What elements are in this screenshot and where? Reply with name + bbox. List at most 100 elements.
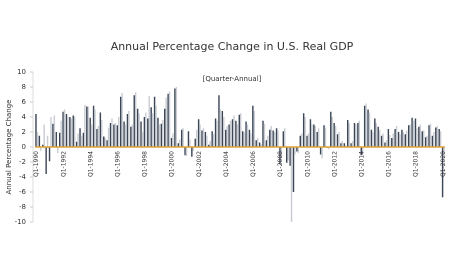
bar [124,124,127,147]
bar [89,117,91,147]
bar [275,128,278,147]
bar [353,123,356,147]
bar [55,132,58,147]
bar [147,118,149,147]
bar [126,114,129,147]
bar [201,130,203,147]
bar [140,121,142,147]
x-tick-label: Q1-2000 [169,151,176,177]
x-tick-label: Q1-1998 [142,151,149,177]
bar [279,147,281,165]
bar [330,111,332,147]
bar [60,120,62,147]
bar [57,147,59,153]
bar [336,134,339,147]
x-tick-label: Q1-2014 [358,151,365,177]
x-tick-label: Q1-2002 [196,151,203,177]
bar [296,147,298,152]
bar [180,129,183,147]
y-tick-label: 2 [22,128,26,136]
bar [323,125,325,147]
bar [177,143,180,147]
x-tick-label: Q1-2008 [277,151,284,177]
bar [348,123,350,147]
bar [155,105,157,147]
bar [212,134,215,147]
bar [409,124,411,147]
bar [45,147,47,174]
bar [341,141,344,147]
bar [324,127,327,147]
bar [412,120,415,147]
bar [150,107,152,147]
bar [375,123,377,147]
bar [284,128,286,147]
bar [436,126,438,147]
bar [69,117,71,147]
bar [189,139,191,147]
bar [86,106,88,147]
bar [43,124,45,147]
bar [157,117,159,147]
bar [138,113,140,147]
bar [38,135,41,147]
bar [258,142,261,147]
bar [392,133,394,147]
bar [48,147,51,162]
bar [439,131,442,147]
bar [70,118,73,147]
x-tick-label: Q1-2018 [413,151,420,177]
bar [443,147,445,155]
x-tick-label: Q1-2004 [223,151,230,177]
bar [321,147,323,159]
bar [370,129,373,147]
bar [361,147,364,155]
bar [360,147,362,156]
bar [182,128,184,147]
bar [121,93,123,147]
bar [148,96,150,147]
bar [241,131,244,147]
bar [228,124,230,147]
bar [435,127,437,147]
x-tick-label: Q1-1996 [115,151,122,177]
x-tick-label: Q1-1992 [60,151,67,177]
bar [387,129,390,147]
x-tick-label: Q1-1990 [33,151,40,177]
bar [385,140,388,147]
bar [422,130,425,147]
bar [172,133,174,147]
bar [221,111,224,147]
bar [36,132,39,147]
bar [292,147,295,192]
bar [277,130,279,147]
bar [94,109,96,147]
bar [133,95,135,147]
bar [350,143,352,147]
chart-title: Annual Percentage Change in U.S. Real GD… [111,40,354,53]
bar [167,93,169,147]
bar [134,92,137,147]
bar [340,143,342,147]
bar [107,127,110,147]
y-tick-label: 6 [22,98,27,106]
bar [53,115,56,147]
bar [299,135,301,147]
bar [87,106,89,147]
bar [175,87,178,147]
bar [194,138,196,147]
bar [380,135,383,147]
bar [80,135,83,147]
y-tick-label: -10 [15,218,26,226]
bar [289,147,291,166]
bar [395,126,398,147]
bar [235,120,237,147]
bar [378,129,381,147]
bar [282,131,285,147]
bar [270,126,272,147]
bar [300,133,303,147]
bar [92,105,95,147]
bar [245,121,247,147]
x-tick-label: Q1-2006 [250,151,257,177]
bar [113,124,115,147]
